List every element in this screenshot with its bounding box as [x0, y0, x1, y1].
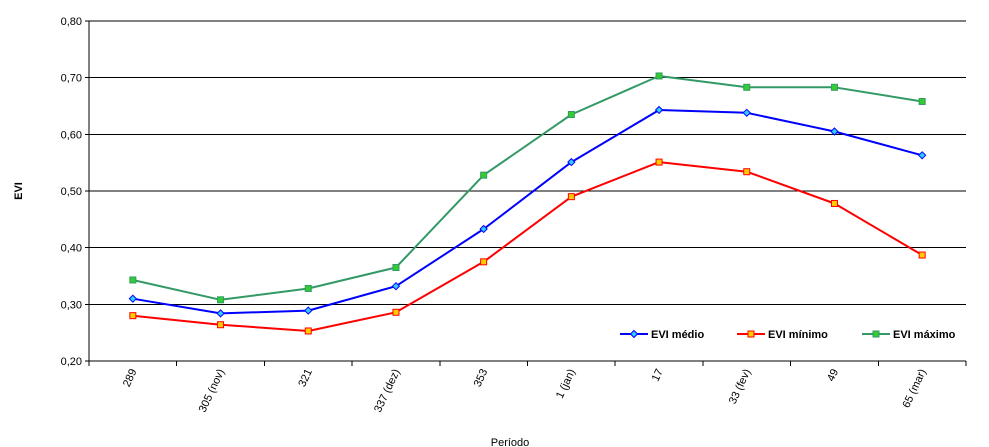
- data-point-marker: [129, 276, 137, 284]
- x-tick-label: 33 (fev): [727, 367, 754, 406]
- legend: EVI médio EVI mínimo EVI máximo: [620, 329, 956, 341]
- legend-marker: [872, 330, 880, 338]
- x-tick-label: 337 (dez): [372, 367, 403, 414]
- data-point-marker: [918, 251, 926, 259]
- series-markers: [128, 72, 927, 335]
- series-line-0: [132, 109, 923, 315]
- data-point-marker: [567, 111, 575, 118]
- y-tick-labels: 0,20 0,30 0,40 0,50 0,60 0,70 0,80: [61, 16, 82, 368]
- data-point-marker: [654, 105, 664, 115]
- x-tick-label: 17: [650, 367, 666, 383]
- x-axis-title: Período: [491, 437, 530, 447]
- x-tick-label: 305 (nov): [197, 367, 228, 414]
- data-point-marker: [304, 284, 312, 292]
- y-tick-label: 0,40: [61, 243, 82, 255]
- legend-label: EVI máximo: [893, 329, 956, 341]
- data-point-marker: [830, 83, 838, 91]
- data-point-marker: [567, 157, 576, 167]
- x-tick-label: 321: [296, 367, 315, 389]
- x-tick-labels: 289 305 (nov) 321 337 (dez) 353 1 (jan) 17 33 (…: [121, 367, 929, 414]
- data-point-marker: [655, 158, 663, 166]
- legend-label: EVI mínimo: [768, 329, 828, 341]
- x-tick-label: 1 (jan): [554, 367, 578, 400]
- data-point-marker: [217, 321, 225, 329]
- data-point-marker: [216, 309, 225, 318]
- data-point-marker: [480, 171, 488, 179]
- x-tick-label: 49: [825, 367, 841, 383]
- y-tick-label: 0,80: [61, 16, 82, 28]
- data-point-marker: [129, 312, 137, 320]
- data-point-marker: [480, 258, 488, 266]
- y-tick-label: 0,60: [61, 129, 82, 141]
- data-point-marker: [918, 97, 926, 105]
- y-tick-label: 0,20: [61, 356, 82, 368]
- y-axis-title: EVI: [13, 182, 25, 200]
- axes: [85, 20, 967, 366]
- data-point-marker: [128, 294, 138, 303]
- data-point-marker: [655, 72, 663, 80]
- data-point-marker: [479, 224, 488, 234]
- data-point-marker: [392, 308, 400, 316]
- data-point-marker: [304, 306, 313, 315]
- data-point-marker: [830, 127, 839, 136]
- gridlines: [89, 20, 966, 305]
- y-tick-label: 0,70: [61, 73, 82, 85]
- x-tick-label: 65 (mar): [900, 367, 928, 410]
- legend-label: EVI médio: [651, 329, 704, 341]
- y-tick-label: 0,50: [61, 186, 82, 198]
- y-tick-label: 0,30: [61, 299, 82, 311]
- series-line-2: [132, 75, 923, 301]
- x-tick-label: 353: [472, 367, 491, 389]
- data-point-marker: [391, 281, 401, 291]
- data-point-marker: [742, 108, 751, 118]
- series-lines: [132, 75, 923, 332]
- data-point-marker: [743, 83, 751, 91]
- legend-marker: [629, 329, 639, 339]
- data-point-marker: [217, 296, 225, 304]
- legend-marker: [747, 330, 755, 338]
- data-point-marker: [567, 193, 575, 201]
- x-tick-label: 289: [121, 367, 140, 389]
- data-point-marker: [830, 199, 838, 207]
- data-point-marker: [743, 168, 751, 176]
- data-point-marker: [304, 327, 312, 335]
- data-point-marker: [392, 264, 400, 271]
- data-point-marker: [917, 151, 927, 160]
- series-line-1: [132, 161, 923, 332]
